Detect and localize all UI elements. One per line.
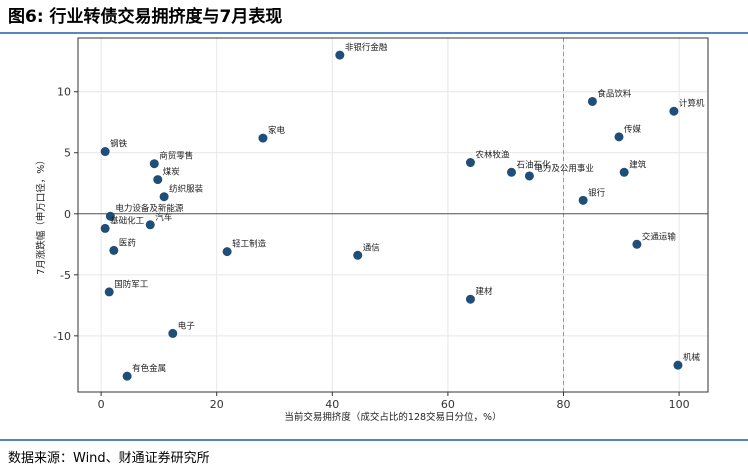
point-label: 电力及公用事业 xyxy=(534,163,594,174)
point-label: 汽车 xyxy=(155,212,172,223)
point xyxy=(614,132,624,142)
point-label: 基础化工 xyxy=(110,215,145,226)
y-axis-label: 7月涨跌幅（申万口径，%） xyxy=(35,155,47,275)
point-label: 商贸零售 xyxy=(159,151,193,162)
point xyxy=(587,96,597,106)
x-axis-label: 当前交易拥挤度（成交占比的128交易日分位，%） xyxy=(284,411,501,423)
point-label: 机械 xyxy=(683,352,701,363)
y-tick-label: -5 xyxy=(60,269,71,282)
point xyxy=(335,50,345,60)
point-label: 建材 xyxy=(475,286,493,297)
x-tick-label: 80 xyxy=(557,398,571,411)
plot-frame xyxy=(77,37,709,393)
chart-title: 图6: 行业转债交易拥挤度与7月表现 xyxy=(8,6,282,27)
point-label: 有色金属 xyxy=(132,363,166,374)
point-label: 建筑 xyxy=(629,159,647,170)
point xyxy=(465,294,475,304)
y-tick-label: -10 xyxy=(53,330,71,343)
point xyxy=(104,287,114,297)
point-label: 轻工制造 xyxy=(232,239,267,250)
y-tick-label: 5 xyxy=(64,147,71,160)
point-label: 食品饮料 xyxy=(597,88,632,99)
x-tick-label: 60 xyxy=(441,398,455,411)
point-label: 纺织服装 xyxy=(169,184,204,195)
source: 数据来源：Wind、财通证券研究所 xyxy=(8,450,210,466)
point-label: 电力设备及新能源 xyxy=(115,203,184,214)
y-tick-label: 10 xyxy=(57,86,71,99)
point xyxy=(222,247,232,257)
point-label: 国防军工 xyxy=(114,279,149,290)
point xyxy=(122,371,132,381)
x-tick-label: 40 xyxy=(325,398,339,411)
y-tick-label: 0 xyxy=(64,208,71,221)
point-label: 计算机 xyxy=(679,98,705,109)
point xyxy=(506,167,516,177)
point xyxy=(353,250,363,260)
point-label: 钢铁 xyxy=(110,139,128,150)
x-tick-label: 0 xyxy=(98,398,105,411)
point xyxy=(465,158,475,168)
point xyxy=(258,133,268,143)
point-label: 通信 xyxy=(363,242,381,253)
point xyxy=(100,223,110,233)
point xyxy=(632,239,642,249)
point xyxy=(524,171,534,181)
point-label: 银行 xyxy=(588,187,606,198)
point xyxy=(673,360,683,370)
point-label: 交通运输 xyxy=(642,231,677,242)
point xyxy=(578,195,588,205)
point xyxy=(109,245,119,255)
point xyxy=(149,159,159,169)
point xyxy=(669,106,679,116)
point-label: 电子 xyxy=(178,320,196,331)
point-label: 农林牧渔 xyxy=(475,150,510,161)
point-label: 家电 xyxy=(268,125,286,136)
point-label: 非银行金融 xyxy=(345,42,388,53)
point xyxy=(159,192,169,202)
x-tick-label: 100 xyxy=(669,398,690,411)
point xyxy=(105,211,115,221)
point xyxy=(145,220,155,230)
point-label: 煤炭 xyxy=(163,167,181,178)
point xyxy=(619,167,629,177)
point-label: 传媒 xyxy=(624,124,642,135)
x-tick-label: 20 xyxy=(210,398,224,411)
point xyxy=(168,328,178,338)
point-label: 医药 xyxy=(119,237,136,248)
point xyxy=(100,147,110,157)
point xyxy=(153,175,163,185)
point-label: 石油石化 xyxy=(516,159,551,170)
